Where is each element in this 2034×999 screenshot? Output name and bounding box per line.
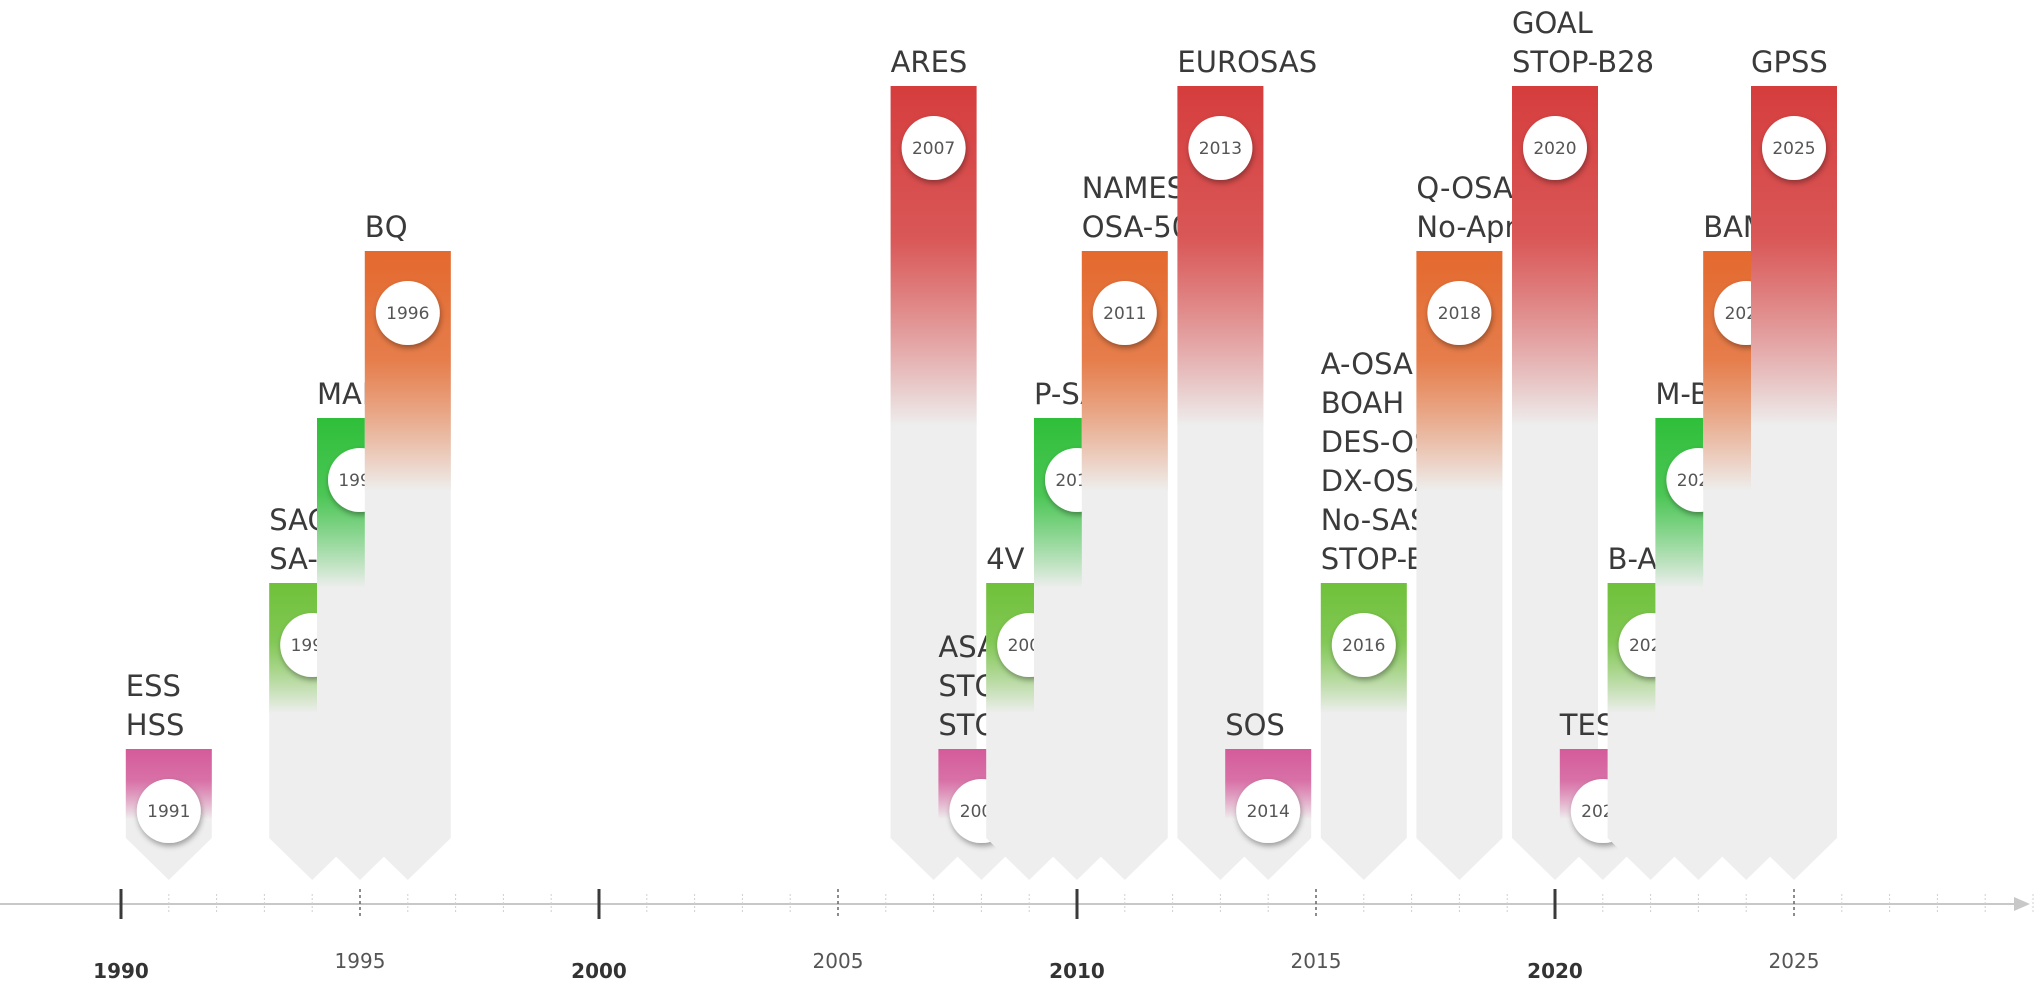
axis-tick-label: 2020 bbox=[1527, 959, 1583, 983]
year-badge bbox=[1427, 281, 1492, 345]
events-layer: 1991ESSHSS1994SACSSA-SDQ1995MAP1996BQ200… bbox=[125, 6, 1837, 880]
axis-tick-label: 2025 bbox=[1769, 949, 1820, 973]
year-badge bbox=[1762, 116, 1826, 180]
instrument-name: A-OSA bbox=[1321, 347, 1413, 381]
instrument-name: GPSS bbox=[1751, 45, 1828, 79]
instrument-name: BOAH bbox=[1321, 386, 1404, 420]
event-2011: 2011 NAMES OSA-50 bbox=[1081, 171, 1190, 880]
axis-tick-label: 1995 bbox=[335, 949, 386, 973]
instrument-name: EUROSAS bbox=[1177, 45, 1317, 79]
axis-layer: 1990 1995 2000 2005 2010 2015 2020 2025 bbox=[0, 889, 2034, 983]
event-2007: 2007 ARES bbox=[890, 45, 977, 880]
instrument-name: GOAL bbox=[1512, 6, 1593, 40]
year-badge bbox=[375, 281, 440, 345]
year-badge-label: 2007 bbox=[912, 139, 955, 159]
year-badge bbox=[1188, 116, 1253, 180]
year-badge bbox=[136, 779, 201, 843]
year-badge-label: 1991 bbox=[147, 802, 190, 822]
instrument-name: ARES bbox=[891, 45, 968, 79]
year-badge-label: 2011 bbox=[1103, 304, 1146, 324]
event-2020: 2020 GOAL STOP-B28 bbox=[1512, 6, 1654, 880]
year-badge bbox=[1523, 116, 1587, 180]
year-badge-label: 2013 bbox=[1199, 139, 1242, 159]
year-badge-label: 2020 bbox=[1533, 139, 1576, 159]
instrument-name: ESS bbox=[126, 669, 181, 703]
axis-tick-label: 2000 bbox=[571, 959, 627, 983]
year-badge-label: 2014 bbox=[1247, 802, 1290, 822]
event-2013: 2013 EUROSAS bbox=[1177, 45, 1317, 880]
instrument-name: OSA-50 bbox=[1082, 210, 1190, 244]
year-badge-label: 2025 bbox=[1772, 139, 1815, 159]
instrument-name: DX-OSA bbox=[1321, 464, 1435, 498]
event-1996: 1996 BQ bbox=[364, 210, 451, 880]
instrument-name: SOS bbox=[1225, 708, 1285, 742]
instrument-name: NAMES bbox=[1082, 171, 1185, 205]
instrument-name: STOP-B28 bbox=[1512, 45, 1654, 79]
axis-tick-label: 2010 bbox=[1049, 959, 1105, 983]
axis-arrow-icon bbox=[2014, 897, 2030, 911]
axis-tick-label: 1990 bbox=[93, 959, 149, 983]
instrument-name: BQ bbox=[365, 210, 408, 244]
year-badge-label: 1996 bbox=[386, 304, 429, 324]
year-badge bbox=[1236, 779, 1301, 843]
year-badge bbox=[1092, 281, 1157, 345]
axis-tick-label: 2005 bbox=[813, 949, 864, 973]
axis-tick-label: 2015 bbox=[1291, 949, 1342, 973]
year-badge-label: 2018 bbox=[1438, 304, 1481, 324]
instrument-name: No-SAS bbox=[1321, 503, 1429, 537]
instrument-name: HSS bbox=[126, 708, 185, 742]
year-badge bbox=[1331, 613, 1396, 677]
year-badge bbox=[901, 116, 966, 180]
year-badge-label: 2016 bbox=[1342, 636, 1385, 656]
event-2014: 2014 SOS bbox=[1225, 708, 1312, 880]
instrument-name: 4V bbox=[986, 542, 1024, 576]
event-2025: 2025 GPSS bbox=[1751, 45, 1837, 880]
event-1991: 1991 ESS HSS bbox=[125, 669, 212, 880]
